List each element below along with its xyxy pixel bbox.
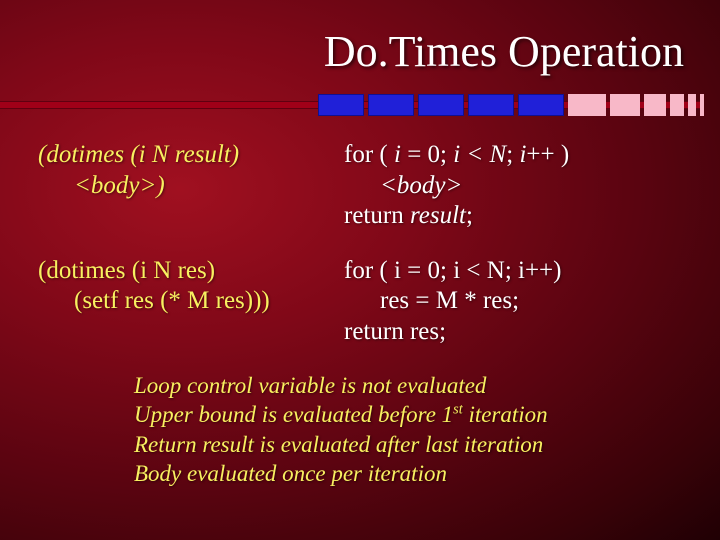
rule-block bbox=[368, 94, 414, 116]
code-line: (dotimes (i N res) bbox=[38, 257, 215, 284]
code-line: <body>) bbox=[38, 171, 344, 202]
code-line: (setf res (* M res))) bbox=[38, 286, 344, 317]
code-line: <body> bbox=[344, 171, 688, 202]
note-line: Loop control variable is not evaluated bbox=[134, 371, 688, 400]
rule-block bbox=[688, 94, 696, 116]
note-text: iteration bbox=[463, 402, 548, 427]
rule-block bbox=[518, 94, 564, 116]
note-line: Body evaluated once per iteration bbox=[134, 459, 688, 488]
rule-block bbox=[700, 94, 704, 116]
code-line: for ( i = 0; i < N; i++) bbox=[344, 257, 561, 284]
code-line: (dotimes (i N result) bbox=[38, 141, 239, 168]
rule-block bbox=[670, 94, 684, 116]
lisp-syntax-1: (dotimes (i N result) <body>) bbox=[38, 140, 344, 232]
example-row-1: (dotimes (i N result) <body>) for ( i = … bbox=[38, 140, 688, 232]
note-text: Upper bound is evaluated before 1 bbox=[134, 402, 453, 427]
decorative-rule bbox=[0, 94, 720, 116]
c-syntax-2: for ( i = 0; i < N; i++) res = M * res; … bbox=[344, 256, 688, 348]
c-syntax-1: for ( i = 0; i < N; i++ ) <body> return … bbox=[344, 140, 688, 232]
rule-block bbox=[610, 94, 640, 116]
note-line: Upper bound is evaluated before 1st iter… bbox=[134, 400, 688, 429]
footnotes: Loop control variable is not evaluated U… bbox=[38, 371, 688, 489]
lisp-syntax-2: (dotimes (i N res) (setf res (* M res))) bbox=[38, 256, 344, 348]
code-line: res = M * res; bbox=[344, 286, 688, 317]
note-superscript: st bbox=[453, 402, 463, 418]
slide-body: (dotimes (i N result) <body>) for ( i = … bbox=[38, 140, 688, 489]
rule-block bbox=[418, 94, 464, 116]
rule-block bbox=[468, 94, 514, 116]
rule-block bbox=[568, 94, 606, 116]
code-line: for ( i = 0; i < N; i++ ) bbox=[344, 141, 569, 168]
slide-title: Do.Times Operation bbox=[324, 26, 684, 77]
code-line: return res; bbox=[344, 318, 446, 345]
code-line: return result; bbox=[344, 202, 473, 229]
note-line: Return result is evaluated after last it… bbox=[134, 430, 688, 459]
rule-block bbox=[318, 94, 364, 116]
example-row-2: (dotimes (i N res) (setf res (* M res)))… bbox=[38, 256, 688, 348]
rule-block bbox=[644, 94, 666, 116]
